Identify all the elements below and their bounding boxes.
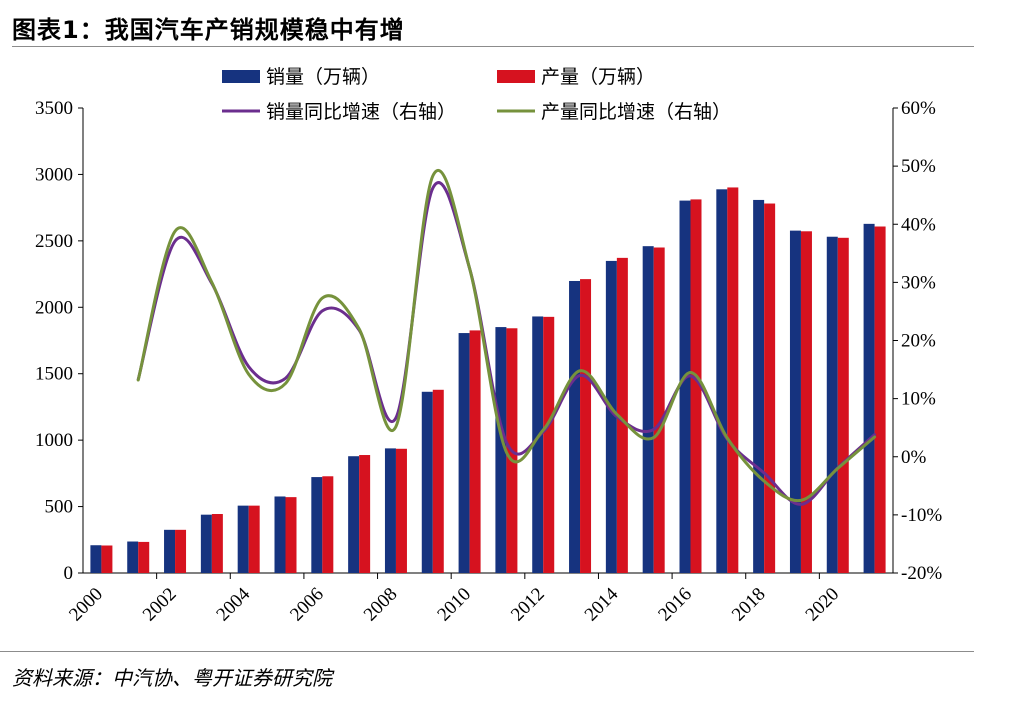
production-bar xyxy=(101,545,113,573)
sales-bar xyxy=(605,260,617,573)
sales-bar xyxy=(642,246,654,573)
production-bar xyxy=(653,247,665,573)
sales-bar xyxy=(458,333,470,573)
left-y-tick-label: 3000 xyxy=(35,164,73,185)
right-y-tick-label: 20% xyxy=(901,331,936,352)
sales-bar xyxy=(421,391,433,573)
title-divider xyxy=(12,46,974,47)
sales-bar xyxy=(274,496,286,573)
production-bar xyxy=(285,497,297,573)
sales-bar xyxy=(569,280,581,573)
x-tick-label: 2016 xyxy=(654,584,696,626)
production-bar xyxy=(580,279,592,573)
right-y-tick-label: -10% xyxy=(901,505,942,526)
production-bar xyxy=(616,257,628,573)
x-tick-label: 2008 xyxy=(360,584,402,626)
sales-bar xyxy=(164,529,176,573)
left-y-tick-label: 1000 xyxy=(35,430,73,451)
production-bar xyxy=(690,199,702,574)
figure-title: 图表1：我国汽车产销规模稳中有增 xyxy=(12,16,405,44)
left-y-tick-label: 1500 xyxy=(35,364,73,385)
sales-bar xyxy=(200,514,212,573)
x-tick-label: 2012 xyxy=(507,584,549,626)
x-tick-label: 2020 xyxy=(802,584,844,626)
right-y-tick-label: 30% xyxy=(901,272,936,293)
left-y-tick-label: 2000 xyxy=(35,297,73,318)
right-y-tick-label: 60% xyxy=(901,98,936,119)
right-y-tick-label: -20% xyxy=(901,563,942,584)
sales-bar xyxy=(90,545,102,573)
production-bar xyxy=(764,203,776,573)
production-bar xyxy=(359,455,371,573)
sales-bar xyxy=(311,477,323,573)
production-bar xyxy=(175,529,187,573)
source-divider xyxy=(0,651,974,652)
production-bar xyxy=(874,226,886,573)
sales-bar xyxy=(789,230,801,573)
right-y-tick-label: 50% xyxy=(901,156,936,177)
x-tick-label: 2014 xyxy=(581,583,623,625)
sales-bar xyxy=(753,199,765,574)
sales-bar xyxy=(495,327,507,573)
production-bar xyxy=(800,231,812,573)
production-bar xyxy=(138,541,150,573)
production-bar xyxy=(248,505,260,573)
sales-bar xyxy=(237,505,249,573)
sales-bar xyxy=(384,448,396,573)
legend-sales-label: 销量（万辆） xyxy=(266,66,380,88)
sales-bar xyxy=(826,236,838,573)
sales-bar xyxy=(716,189,728,573)
production-bar xyxy=(322,476,334,573)
left-y-tick-label: 0 xyxy=(64,563,74,584)
right-y-tick-label: 40% xyxy=(901,214,936,235)
source-note: 资料来源：中汽协、粤开证券研究院 xyxy=(12,666,332,690)
sales-bar xyxy=(127,541,139,573)
x-tick-label: 2010 xyxy=(433,584,475,626)
sales-bar xyxy=(348,456,360,573)
legend-production-growth-label: 产量同比增速（右轴） xyxy=(541,101,731,123)
production-bar xyxy=(432,389,444,573)
production-growth-line xyxy=(136,168,877,503)
x-tick-label: 2018 xyxy=(728,584,770,626)
x-tick-label: 2006 xyxy=(286,584,328,626)
right-y-tick-label: 0% xyxy=(901,447,927,468)
legend-production-swatch xyxy=(497,70,535,83)
production-bar xyxy=(211,514,223,573)
production-bar xyxy=(395,448,407,573)
legend-production-label: 产量（万辆） xyxy=(541,66,655,88)
sales-bar xyxy=(679,200,691,573)
right-y-tick-label: 10% xyxy=(901,389,936,410)
left-y-tick-label: 3500 xyxy=(35,98,73,119)
left-y-tick-label: 500 xyxy=(45,497,74,518)
production-bar xyxy=(469,330,481,573)
sales-bar xyxy=(863,223,875,573)
production-bar xyxy=(727,187,739,573)
sales-bar xyxy=(532,316,544,573)
production-bar xyxy=(837,237,849,573)
x-tick-label: 2000 xyxy=(65,584,107,626)
production-bar xyxy=(543,316,555,573)
left-y-tick-label: 2500 xyxy=(35,231,73,252)
legend-sales-growth-label: 销量同比增速（右轴） xyxy=(266,101,456,123)
legend-sales-swatch xyxy=(222,70,260,83)
x-tick-label: 2002 xyxy=(139,584,181,626)
x-tick-label: 2004 xyxy=(212,583,254,625)
